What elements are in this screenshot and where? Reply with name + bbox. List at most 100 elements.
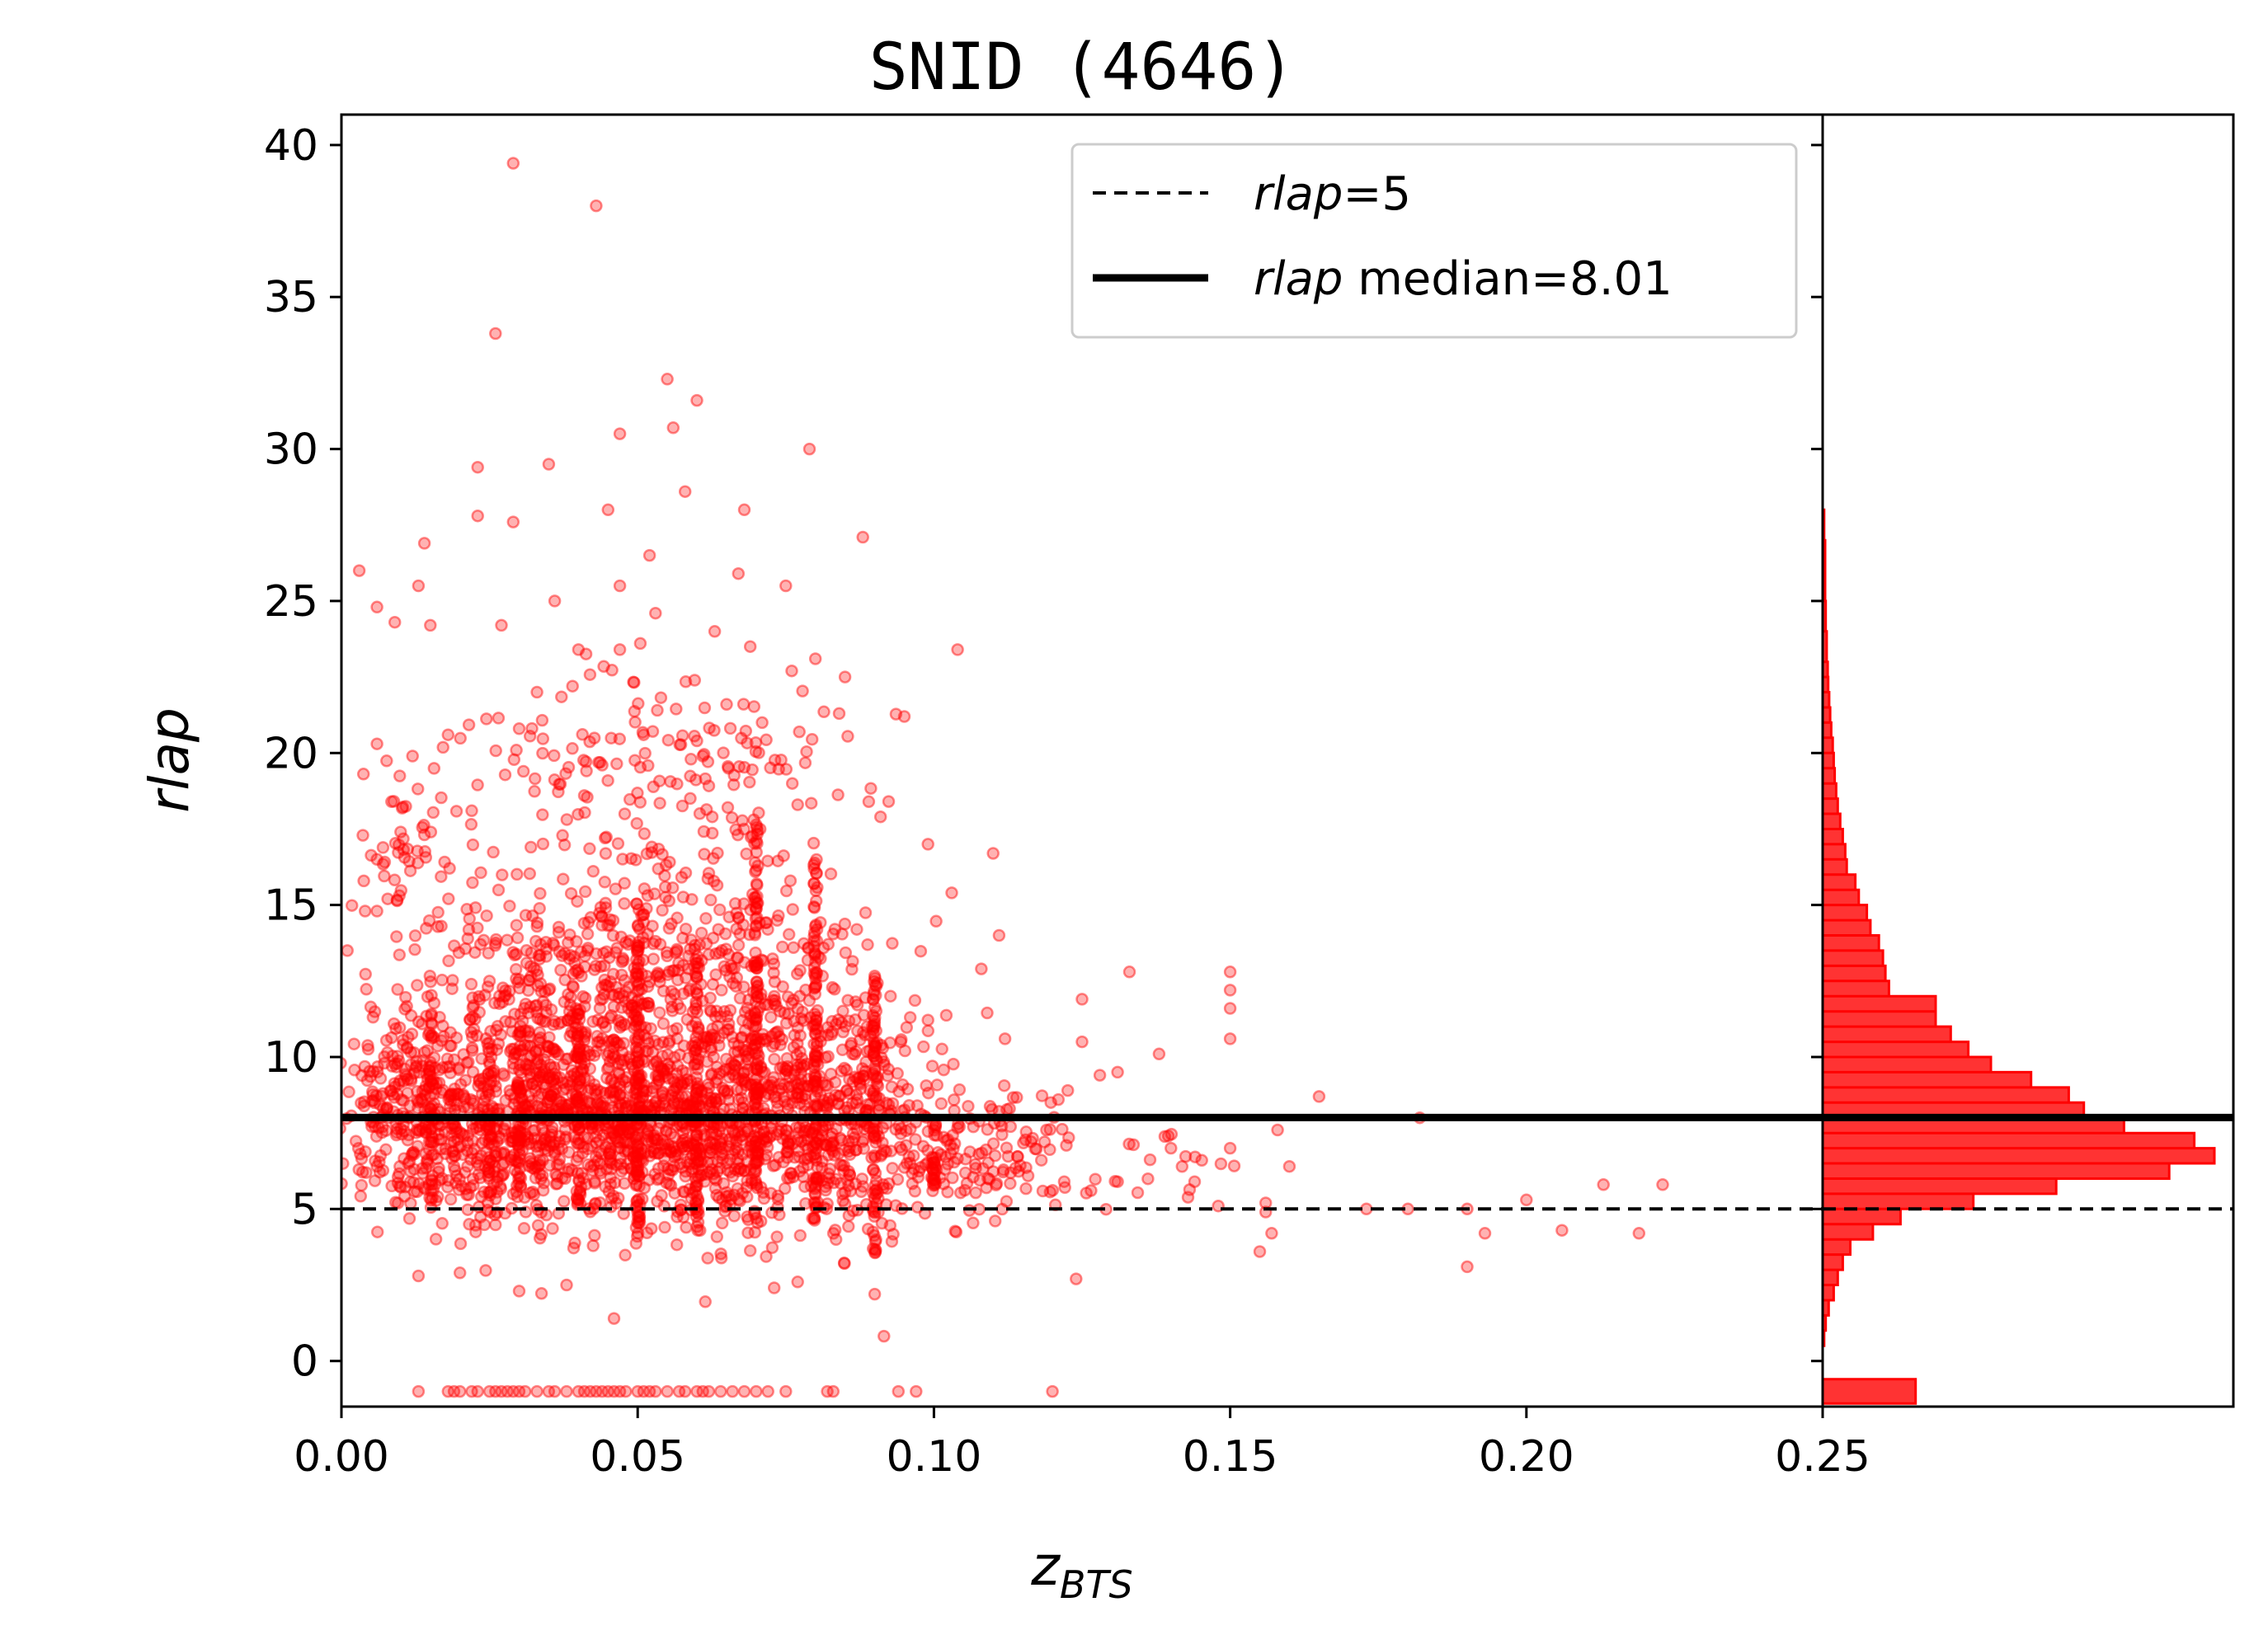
scatter-point (648, 1167, 661, 1181)
scatter-point (513, 1039, 527, 1053)
scatter-point-outlier (1461, 1260, 1474, 1274)
scatter-point (398, 1062, 412, 1076)
scatter-point (566, 980, 580, 993)
scatter-point (656, 1064, 671, 1077)
scatter-point (586, 864, 600, 878)
scatter-point (887, 1228, 900, 1241)
scatter-point (393, 1074, 407, 1088)
scatter-point (506, 1131, 519, 1144)
scatter-point (607, 1000, 621, 1013)
scatter-point (693, 807, 707, 820)
scatter-point (706, 978, 720, 991)
scatter-point (439, 1147, 452, 1161)
scatter-point (658, 869, 671, 882)
scatter-point (568, 956, 581, 970)
scatter-point (618, 974, 632, 987)
scatter-point (630, 816, 643, 830)
scatter-point (921, 1024, 935, 1038)
scatter-point (549, 1045, 563, 1059)
scatter-point (616, 1073, 629, 1087)
scatter-point (591, 1097, 605, 1111)
scatter-point (746, 1042, 760, 1055)
scatter-point (479, 1090, 492, 1103)
scatter-point (836, 1004, 849, 1018)
scatter-point (359, 1145, 372, 1158)
scatter-point (688, 1045, 701, 1059)
scatter-point (793, 1164, 807, 1178)
scatter-point (547, 938, 561, 952)
scatter-point (801, 1079, 814, 1092)
scatter-point (442, 954, 455, 968)
scatter-point (612, 1191, 625, 1205)
scatter-point (958, 1153, 972, 1166)
scatter-point (700, 1055, 714, 1069)
scatter-point-outlier (873, 810, 887, 824)
scatter-point (779, 1017, 793, 1030)
y-tick-label: 30 (264, 425, 318, 475)
scatter-point (366, 1064, 380, 1078)
scatter-point (570, 1096, 584, 1109)
x-tick-label: 0.25 (1775, 1432, 1870, 1482)
scatter-point (603, 913, 617, 927)
scatter-point (849, 1144, 863, 1157)
scatter-point (750, 877, 764, 890)
scatter-point (663, 1034, 676, 1048)
scatter-point (569, 964, 582, 978)
scatter-point (400, 999, 413, 1013)
scatter-point (775, 940, 789, 954)
scatter-point-outlier (1223, 1002, 1237, 1015)
scatter-point (529, 964, 543, 977)
scatter-point-outlier (341, 944, 354, 957)
scatter-point (464, 977, 478, 991)
scatter-point (521, 1133, 534, 1146)
scatter-point (455, 1179, 468, 1193)
histogram-bar (1823, 950, 1884, 966)
scatter-point (457, 1048, 470, 1061)
scatter-point (969, 1162, 982, 1175)
scatter-point (546, 1085, 559, 1098)
scatter-point (756, 1032, 770, 1046)
scatter-point (700, 1086, 714, 1100)
scatter-point (728, 1144, 741, 1157)
x-tick-label: 0.05 (590, 1432, 685, 1482)
scatter-point (454, 1237, 468, 1251)
scatter-point (926, 1184, 939, 1198)
scatter-point (515, 1132, 528, 1145)
scatter-point (593, 1098, 607, 1112)
scatter-point (606, 1047, 620, 1061)
scatter-point (725, 811, 739, 824)
scatter-point (1000, 1141, 1014, 1154)
scatter-point (419, 1123, 432, 1137)
scatter-point (831, 1013, 845, 1027)
scatter-point (732, 1071, 746, 1085)
scatter-point (770, 914, 784, 928)
scatter-point (727, 1147, 740, 1160)
scatter-point (849, 1045, 863, 1059)
scatter-point (450, 1088, 464, 1101)
scatter-point (578, 991, 592, 1005)
scatter-point (602, 1185, 616, 1198)
scatter-point (609, 946, 623, 959)
scatter-point (398, 1003, 412, 1016)
scatter-point (761, 1079, 774, 1092)
scatter-point (623, 792, 637, 806)
scatter-point-failed (1046, 1384, 1059, 1398)
scatter-point (685, 1019, 699, 1033)
scatter-point (811, 1160, 824, 1174)
scatter-point (690, 1220, 703, 1233)
scatter-point (600, 1163, 614, 1176)
scatter-point (750, 1121, 764, 1135)
scatter-point (767, 966, 780, 980)
scatter-point-outlier (1223, 1032, 1237, 1045)
scatter-point (765, 1075, 779, 1089)
scatter-point (462, 718, 476, 731)
scatter-point (826, 1025, 839, 1039)
scatter-point (813, 1069, 826, 1083)
scatter-point (539, 1045, 553, 1059)
scatter-point (851, 1024, 864, 1038)
scatter-point (704, 893, 718, 907)
scatter-point (538, 1126, 551, 1139)
scatter-point (539, 1139, 553, 1152)
scatter-point (588, 1197, 602, 1211)
scatter-point (835, 1134, 849, 1147)
